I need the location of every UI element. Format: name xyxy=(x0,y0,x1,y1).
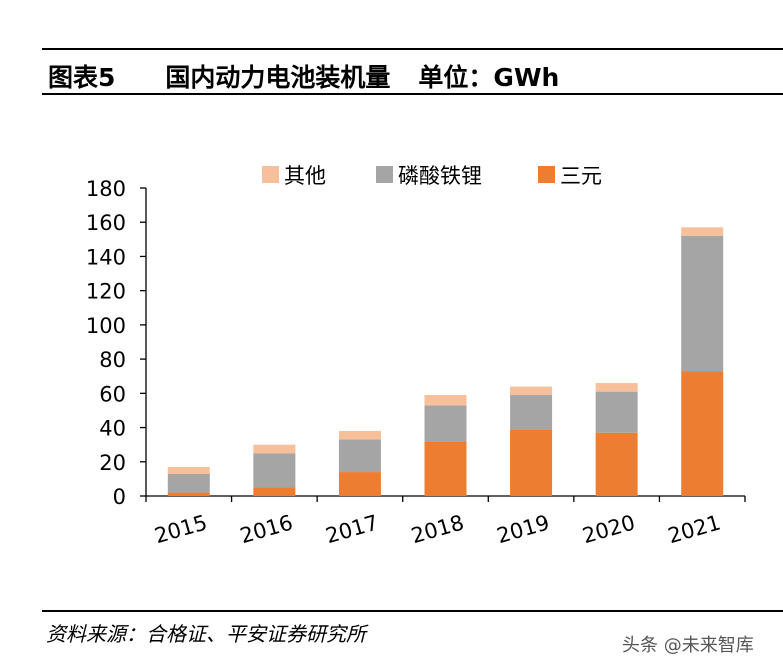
legend-swatch xyxy=(262,166,279,183)
y-tick-label: 0 xyxy=(113,485,126,509)
x-axis: 2015 2016 2017 2018 2019 2020 2021 xyxy=(145,495,746,548)
bar-2021-series-2 xyxy=(681,227,724,236)
bar-2018-series-1 xyxy=(424,405,467,442)
bar-2020-series-1 xyxy=(595,391,638,433)
y-tick-label: 20 xyxy=(99,451,126,475)
x-tick-label: 2019 xyxy=(494,510,552,548)
bar-2016-series-1 xyxy=(253,453,296,488)
x-tick-label: 2017 xyxy=(323,510,381,548)
bar-2017-series-0 xyxy=(338,472,381,496)
y-tick-label: 60 xyxy=(99,382,126,406)
legend: 其他 磷酸铁锂 三元 xyxy=(262,164,602,188)
bar-2016-series-0 xyxy=(253,487,296,496)
watermark: 头条 @未来智库 xyxy=(622,635,754,656)
bar-2019-series-1 xyxy=(510,395,553,430)
legend-swatch xyxy=(376,166,393,183)
x-tick-label: 2018 xyxy=(409,510,467,548)
figure-number: 图表5 xyxy=(48,63,116,92)
legend-label: 磷酸铁锂 xyxy=(398,164,482,188)
bar-2015-series-1 xyxy=(167,473,210,493)
bar-2015-series-2 xyxy=(167,466,210,474)
figure-title: 图表5 国内动力电池装机量 单位：GWh xyxy=(48,58,559,94)
bar-2019-series-2 xyxy=(510,386,553,396)
y-tick-label: 40 xyxy=(99,417,126,441)
y-axis: 0 20 40 60 80 100 120 140 160 180 xyxy=(86,177,147,509)
bottom-rule xyxy=(42,610,783,612)
bars xyxy=(167,227,724,496)
bar-2021-series-0 xyxy=(681,371,724,496)
x-tick-label: 2016 xyxy=(237,510,295,548)
legend-swatch xyxy=(538,166,555,183)
unit-label: 单位：GWh xyxy=(418,63,560,92)
y-tick-label: 120 xyxy=(86,280,126,304)
legend-label: 其他 xyxy=(284,164,326,188)
legend-label: 三元 xyxy=(560,164,602,188)
bar-2018-series-2 xyxy=(424,395,467,406)
bar-2015-series-0 xyxy=(167,492,210,496)
bar-2016-series-2 xyxy=(253,444,296,454)
y-tick-label: 160 xyxy=(86,211,126,235)
bar-2019-series-0 xyxy=(510,429,553,496)
top-rule xyxy=(42,48,783,50)
chart-title: 国内动力电池装机量 xyxy=(165,63,391,92)
source-note: 资料来源：合格证、平安证券研究所 xyxy=(46,622,366,646)
bar-2017-series-1 xyxy=(338,439,381,473)
y-tick-label: 180 xyxy=(86,177,126,201)
x-tick-label: 2020 xyxy=(580,510,638,548)
bar-2018-series-0 xyxy=(424,441,467,496)
bar-2021-series-1 xyxy=(681,235,724,372)
x-tick-label: 2021 xyxy=(665,510,723,548)
bar-2020-series-0 xyxy=(595,432,638,496)
bar-2020-series-2 xyxy=(595,383,638,392)
bar-2017-series-2 xyxy=(338,430,381,440)
y-tick-label: 100 xyxy=(86,314,126,338)
y-tick-label: 140 xyxy=(86,245,126,269)
y-tick-label: 80 xyxy=(99,348,126,372)
title-underline xyxy=(42,93,783,95)
x-tick-label: 2015 xyxy=(152,510,210,548)
